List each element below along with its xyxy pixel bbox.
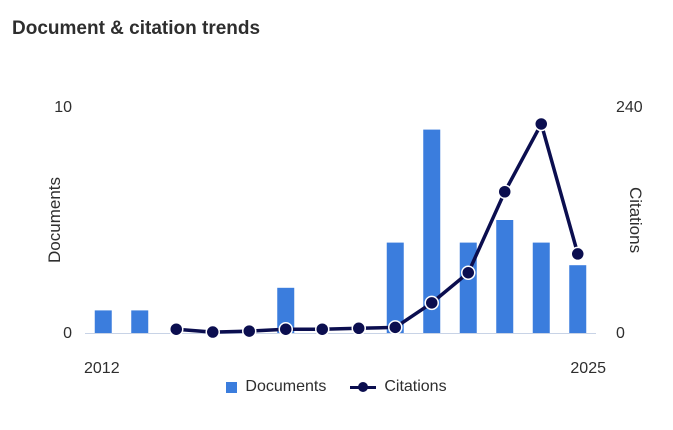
documents-bar-2017[interactable] — [277, 287, 295, 333]
citations-point-2021[interactable] — [424, 295, 439, 311]
left-axis-title: Documents — [45, 177, 64, 263]
x-axis-tick-first: 2012 — [84, 360, 120, 375]
documents-bar-2020[interactable] — [386, 242, 404, 333]
citations-point-2024[interactable] — [534, 116, 549, 132]
left-axis-tick-max: 10 — [54, 99, 72, 116]
documents-bar-2025[interactable] — [569, 265, 587, 333]
citations-swatch-icon — [350, 381, 377, 393]
right-axis-title: Citations — [626, 187, 645, 253]
documents-bar-2012[interactable] — [94, 310, 112, 333]
right-axis-tick-max: 240 — [616, 99, 643, 116]
right-axis-tick-0: 0 — [616, 325, 625, 342]
documents-bar-2023[interactable] — [496, 220, 514, 333]
citations-point-2014[interactable] — [169, 321, 184, 337]
citations-point-2020[interactable] — [388, 320, 403, 335]
citations-point-2016[interactable] — [242, 323, 257, 339]
chart-title: Document & citation trends — [12, 18, 261, 39]
documents-swatch-icon — [226, 381, 238, 393]
legend-label-citations: Citations — [384, 378, 447, 395]
citations-points — [169, 116, 585, 340]
documents-bar-2024[interactable] — [532, 242, 550, 333]
x-axis-tick-last: 2025 — [570, 360, 606, 375]
citations-point-2015[interactable] — [205, 324, 220, 340]
citations-point-2017[interactable] — [278, 321, 293, 337]
legend-label-documents: Documents — [245, 378, 327, 395]
left-axis-tick-0: 0 — [63, 325, 72, 342]
documents-bars — [94, 129, 587, 333]
citations-point-2023[interactable] — [497, 184, 512, 199]
citations-point-2025[interactable] — [570, 246, 585, 262]
documents-bar-2021[interactable] — [423, 129, 441, 333]
citations-point-2019[interactable] — [351, 321, 366, 336]
legend-item-documents[interactable]: Documents — [226, 378, 326, 396]
citations-point-2018[interactable] — [315, 321, 330, 337]
documents-bar-2013[interactable] — [131, 310, 149, 333]
citations-line — [176, 122, 580, 334]
legend-item-citations[interactable]: Citations — [350, 378, 447, 396]
citations-point-2022[interactable] — [461, 265, 476, 280]
document-citation-chart: 0 10 0 240 2012 2025 Documents Citations — [45, 99, 645, 375]
chart-legend: Documents Citations — [0, 378, 673, 396]
